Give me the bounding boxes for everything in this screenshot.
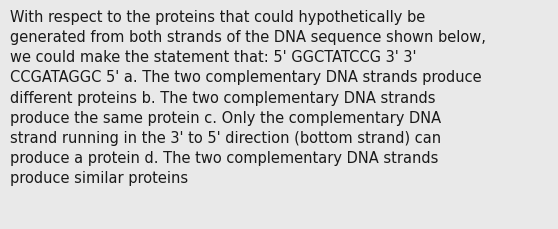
- Text: With respect to the proteins that could hypothetically be
generated from both st: With respect to the proteins that could …: [10, 10, 486, 185]
